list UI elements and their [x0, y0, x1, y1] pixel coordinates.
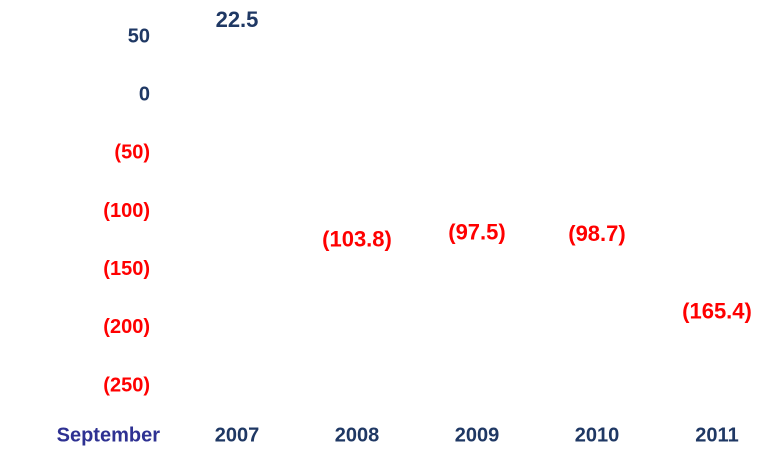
y-tick-label: (200) [103, 316, 150, 338]
y-tick-label: (150) [103, 258, 150, 280]
x-tick-label: 2007 [215, 424, 260, 446]
x-tick-label: 2009 [455, 424, 500, 446]
x-axis-label: September [57, 424, 161, 446]
value-label: 22.5 [216, 7, 259, 32]
x-tick-label: 2010 [575, 424, 620, 446]
value-label: (97.5) [448, 219, 505, 244]
value-label: (103.8) [322, 227, 392, 252]
y-tick-label: 50 [128, 25, 150, 47]
y-tick-label: (50) [114, 142, 150, 164]
y-tick-label: 0 [139, 83, 150, 105]
y-tick-label: (250) [103, 374, 150, 396]
value-label: (165.4) [682, 298, 752, 323]
y-tick-label: (100) [103, 200, 150, 222]
x-tick-label: 2008 [335, 424, 380, 446]
x-tick-label: 2011 [695, 424, 738, 446]
value-label: (98.7) [568, 221, 625, 246]
